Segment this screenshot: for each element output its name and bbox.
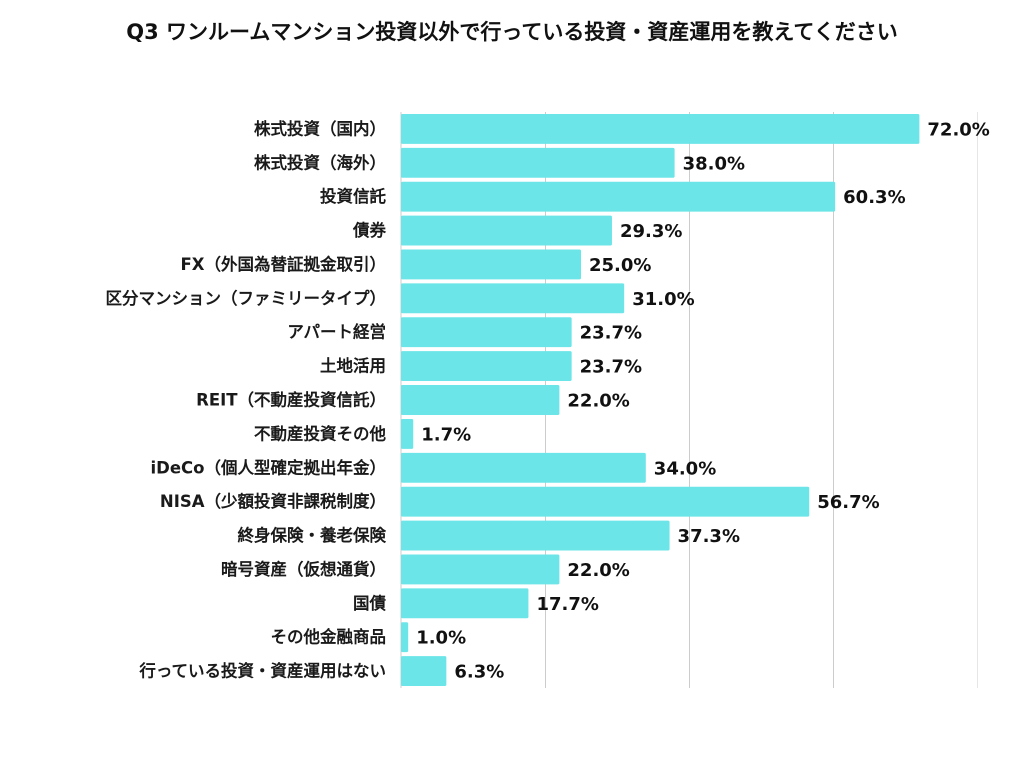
bar — [401, 385, 560, 415]
value-label: 1.0% — [416, 628, 466, 649]
category-label: 土地活用 — [320, 356, 386, 376]
value-labels: 72.0% 38.0% 60.3% 29.3% 25.0% 31.0% 23.7% 23.7%… — [416, 119, 990, 682]
value-label: 6.3% — [454, 662, 504, 683]
value-label: 37.3% — [678, 526, 740, 547]
bar — [401, 588, 529, 619]
bar — [401, 147, 675, 178]
chart-title: Q3 ワンルームマンション投資以外で行っている投資・資産運用を教えてください — [126, 20, 898, 44]
bar — [401, 656, 447, 686]
bar — [401, 114, 920, 144]
bar — [401, 283, 625, 314]
value-label: 1.7% — [421, 424, 471, 445]
category-label: 株式投資（海外） — [254, 152, 386, 172]
category-label: 暗号資産（仮想通貨） — [221, 559, 386, 579]
category-label: 投資信託 — [320, 186, 387, 206]
bar — [401, 351, 572, 382]
value-label: 56.7% — [817, 492, 879, 513]
value-label: 23.7% — [580, 357, 642, 378]
value-label: 17.7% — [536, 594, 598, 615]
category-label: 国債 — [353, 593, 387, 613]
category-label: 債券 — [352, 220, 387, 240]
value-label: 72.0% — [927, 119, 989, 140]
value-label: 34.0% — [654, 458, 716, 479]
category-label: 株式投資（国内） — [254, 118, 386, 138]
category-label: 行っている投資・資産運用はない — [138, 661, 386, 681]
bar — [401, 249, 581, 280]
value-label: 31.0% — [632, 289, 694, 310]
value-label: 29.3% — [620, 221, 682, 242]
bar — [401, 181, 836, 212]
bar — [401, 317, 572, 348]
value-label: 22.0% — [567, 391, 629, 412]
category-label: 区分マンション（ファミリータイプ） — [106, 288, 387, 308]
category-label: iDeCo（個人型確定拠出年金） — [151, 457, 387, 477]
bars — [401, 114, 920, 686]
category-label: REIT（不動産投資信託） — [196, 390, 386, 410]
value-label: 23.7% — [580, 323, 642, 344]
category-label: その他金融商品 — [271, 627, 387, 647]
category-label: NISA（少額投資非課税制度） — [160, 491, 386, 511]
value-label: 60.3% — [843, 187, 905, 208]
category-label: FX（外国為替証拠金取引） — [181, 254, 387, 274]
bar — [401, 215, 612, 246]
category-label: 終身保険・養老保険 — [238, 525, 387, 545]
bar — [401, 554, 560, 585]
value-label: 22.0% — [567, 560, 629, 581]
bar — [401, 486, 810, 517]
bar — [401, 452, 646, 483]
category-label: アパート経営 — [287, 322, 386, 342]
value-label: 38.0% — [683, 153, 745, 174]
bar — [401, 520, 670, 551]
category-label: 不動産投資その他 — [254, 423, 387, 443]
bar — [401, 418, 414, 449]
bar — [401, 622, 409, 653]
value-label: 25.0% — [589, 255, 651, 276]
